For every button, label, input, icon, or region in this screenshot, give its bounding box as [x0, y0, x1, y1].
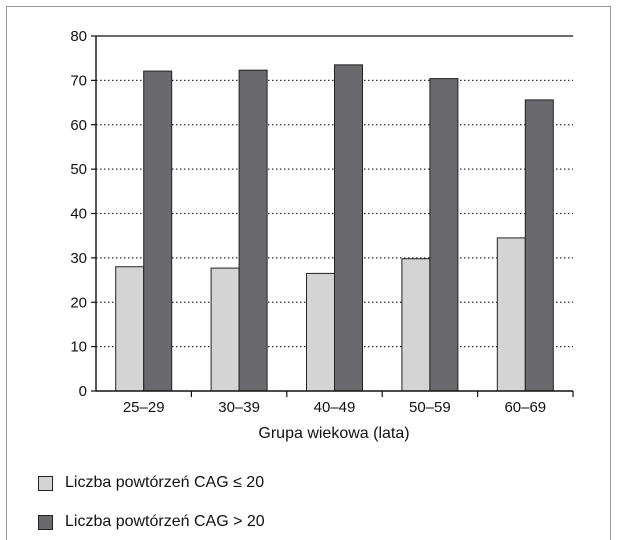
legend-item-series-1: Liczba powtórzeń CAG ≤ 20 [38, 474, 264, 492]
x-tick-label-4: 60–69 [504, 399, 546, 416]
x-tick-label-2: 40–49 [314, 399, 356, 416]
y-tick-label-0: 0 [79, 383, 87, 400]
bar-2-2 [334, 64, 363, 392]
chart-frame [6, 6, 611, 540]
x-tick-label-3: 50–59 [409, 399, 451, 416]
bars [115, 64, 554, 392]
bar-1-2 [306, 272, 335, 392]
y-tick-label-10: 10 [70, 339, 87, 356]
bar-1-0 [115, 266, 145, 392]
x-tick-labels: 25–29 30–39 40–49 50–59 60–69 [123, 399, 546, 416]
bar-1-3 [401, 258, 431, 392]
x-axis-title: Grupa wiekowa (lata) [258, 425, 409, 442]
y-tick-label-80: 80 [70, 28, 87, 45]
y-tick-label-40: 40 [70, 206, 87, 223]
x-tick-label-0: 25–29 [123, 399, 165, 416]
legend-swatch-series-2 [38, 514, 53, 530]
y-tick-label-70: 70 [70, 72, 87, 89]
y-tick-label-60: 60 [70, 117, 87, 134]
bar-1-4 [496, 237, 526, 392]
legend-label-series-1: Liczba powtórzeń CAG ≤ 20 [65, 474, 265, 491]
bar-2-0 [143, 70, 173, 392]
axes [91, 35, 574, 397]
y-tick-label-50: 50 [70, 161, 87, 178]
bar-2-4 [524, 99, 554, 392]
legend-swatch-series-1 [38, 475, 53, 491]
y-tick-label-30: 30 [70, 250, 87, 267]
bar-2-1 [238, 69, 268, 392]
bar-2-3 [429, 78, 459, 392]
x-tick-label-1: 30–39 [218, 399, 260, 416]
legend-label-series-2: Liczba powtórzeń CAG > 20 [65, 513, 265, 530]
bar-1-1 [210, 267, 240, 392]
y-tick-label-20: 20 [70, 294, 87, 311]
y-tick-labels: 0 10 20 30 40 50 60 70 80 [70, 28, 87, 400]
legend-item-series-2: Liczba powtórzeń CAG > 20 [38, 513, 265, 531]
bar-chart: 0 10 20 30 40 50 60 70 80 25–29 30–39 40–49 50–59 60… [70, 28, 574, 442]
